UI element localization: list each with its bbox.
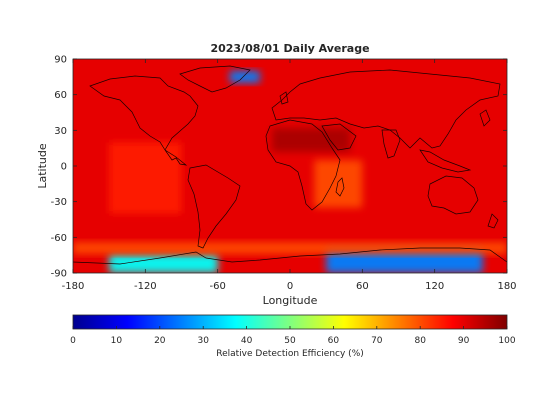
heatmap-area <box>73 59 507 273</box>
coastline-australia <box>427 175 479 215</box>
y-axis: -90 -60 -30 0 30 60 90 <box>51 55 507 280</box>
heat-region <box>109 253 218 273</box>
y-tick-label: 30 <box>54 126 67 137</box>
y-axis-label: Latitude <box>36 143 49 189</box>
colorbar-tick-label: 20 <box>154 336 166 346</box>
x-tick-label: 180 <box>497 281 516 292</box>
colorbar: 0 10 20 30 40 50 60 70 80 90 100 Relative Detectio… <box>70 314 516 359</box>
colorbar-tick-label: 30 <box>197 336 209 346</box>
coastline-antarctica <box>73 247 507 265</box>
colorbar-tick-label: 50 <box>284 336 296 346</box>
chart-title: 2023/08/01 Daily Average <box>210 42 369 55</box>
coastline-south-america <box>187 164 241 249</box>
x-tick-label: 120 <box>425 281 444 292</box>
colorbar-tick-label: 70 <box>371 336 383 346</box>
coastlines <box>73 65 507 265</box>
x-tick-label: 0 <box>287 281 293 292</box>
coastline-africa <box>265 119 341 211</box>
x-tick-label: -60 <box>209 281 225 292</box>
coastline-north-america <box>89 75 199 166</box>
coastline-eurasia <box>271 69 501 149</box>
y-tick-label: 60 <box>54 90 67 101</box>
colorbar-tick-label: 0 <box>70 336 76 346</box>
coastline-arabia <box>321 123 357 151</box>
y-tick-label: -30 <box>51 197 67 208</box>
y-tick-label: 90 <box>54 55 67 66</box>
x-axis-label: Longitude <box>263 294 318 307</box>
colorbar-tick-label: 100 <box>498 336 515 346</box>
coastline-greenland <box>179 65 251 93</box>
y-tick-label: -60 <box>51 233 67 244</box>
colorbar-tick-label: 40 <box>241 336 253 346</box>
coastline-new-zealand <box>487 213 499 229</box>
heat-region <box>229 70 260 83</box>
coastline-southeast-asia <box>419 149 472 173</box>
coastline-madagascar <box>335 177 345 197</box>
colorbar-label: Relative Detection Efficiency (%) <box>216 349 364 359</box>
colorbar-tick-label: 10 <box>111 336 123 346</box>
coastline-india <box>381 129 401 159</box>
x-tick-label: -180 <box>62 281 85 292</box>
x-axis: -180 -120 -60 0 60 120 180 <box>62 59 517 292</box>
colorbar-tick-label: 90 <box>458 336 470 346</box>
y-tick-label: 0 <box>61 162 67 173</box>
colorbar-tick-label: 80 <box>414 336 426 346</box>
coastline-uk <box>279 91 289 105</box>
coastline-japan <box>479 109 491 127</box>
heat-region <box>109 142 182 214</box>
x-tick-label: -120 <box>134 281 157 292</box>
heat-region <box>271 127 351 152</box>
x-tick-label: 60 <box>356 281 369 292</box>
colorbar-tick-label: 60 <box>328 336 340 346</box>
y-tick-label: -90 <box>51 269 67 280</box>
heat-region <box>326 249 483 273</box>
colorbar-ticks: 0 10 20 30 40 50 60 70 80 90 100 <box>70 326 516 346</box>
heat-region <box>73 242 507 254</box>
